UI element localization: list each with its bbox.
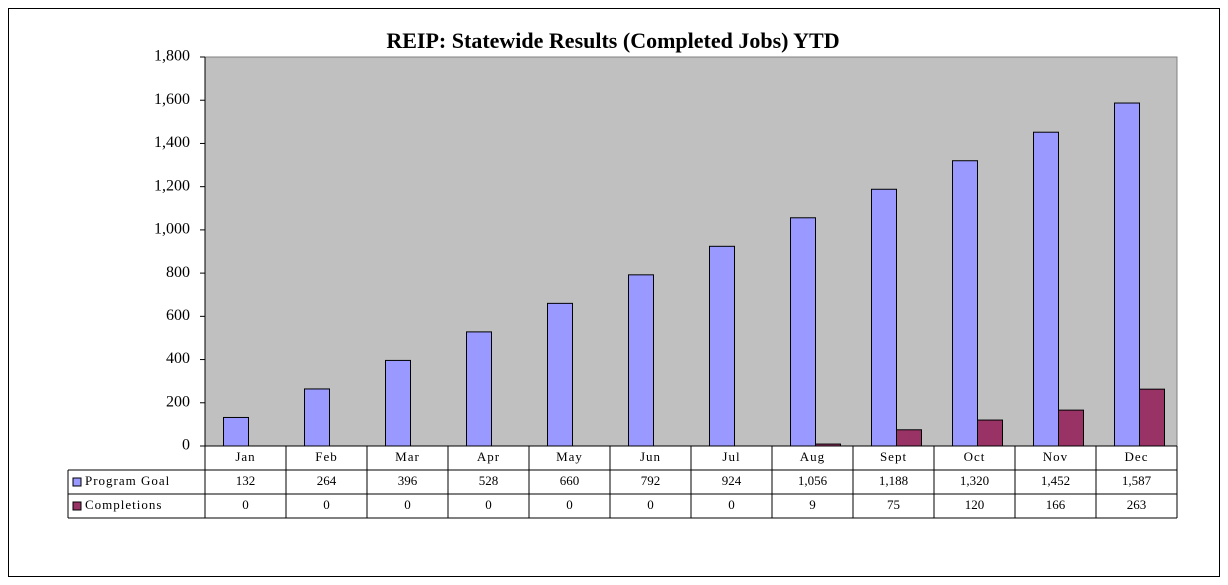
y-tick-label: 400 — [166, 350, 190, 367]
x-tick-label: Apr — [477, 449, 500, 464]
table-cell: 1,056 — [798, 473, 828, 488]
table-cell: 0 — [566, 497, 573, 512]
table-cell: 132 — [236, 473, 256, 488]
x-tick-label: Mar — [395, 449, 420, 464]
table-cell: 0 — [728, 497, 735, 512]
table-cell: 120 — [965, 497, 985, 512]
table-cell: 0 — [404, 497, 411, 512]
chart-title: REIP: Statewide Results (Completed Jobs)… — [386, 28, 839, 53]
table-cell: 1,452 — [1041, 473, 1070, 488]
table-cell: 166 — [1046, 497, 1066, 512]
table-cell: 264 — [317, 473, 337, 488]
bar — [815, 443, 841, 447]
table-cell: 1,320 — [960, 473, 989, 488]
y-tick-label: 600 — [166, 307, 190, 324]
bar — [385, 359, 411, 447]
table-cell: 75 — [887, 497, 900, 512]
table-cell: 396 — [398, 473, 418, 488]
table-cell: 263 — [1127, 497, 1147, 512]
bar — [628, 274, 654, 447]
bar — [977, 419, 1003, 447]
table-cell: 528 — [479, 473, 499, 488]
bar — [1058, 409, 1084, 447]
bar — [1139, 388, 1165, 447]
x-tick-label: Dec — [1125, 449, 1149, 464]
x-tick-label: Feb — [315, 449, 338, 464]
legend-label: Completions — [85, 497, 162, 512]
x-tick-label: Jun — [640, 449, 661, 464]
bar — [1033, 131, 1059, 447]
x-tick-label: Oct — [964, 449, 986, 464]
table-cell: 924 — [722, 473, 742, 488]
table-cell: 1,188 — [879, 473, 908, 488]
x-tick-label: Jan — [235, 449, 255, 464]
y-tick-label: 800 — [166, 264, 190, 281]
y-tick-label: 1,200 — [154, 177, 190, 194]
y-tick-label: 0 — [182, 437, 190, 454]
y-tick-label: 1,000 — [154, 221, 190, 238]
bar — [871, 188, 897, 447]
bar — [790, 217, 816, 447]
y-tick-label: 1,400 — [154, 134, 190, 151]
x-tick-label: Nov — [1043, 449, 1068, 464]
bar — [709, 245, 735, 447]
table-cell: 9 — [809, 497, 816, 512]
bar — [1114, 102, 1140, 447]
x-tick-label: Sept — [880, 449, 907, 464]
plot-area — [204, 56, 1178, 447]
x-tick-label: May — [556, 449, 583, 464]
bar — [547, 302, 573, 447]
x-tick-label: Jul — [722, 449, 740, 464]
table-cell: 0 — [485, 497, 492, 512]
bar — [952, 160, 978, 447]
bar — [304, 388, 330, 447]
bar — [223, 416, 249, 447]
y-tick-label: 200 — [166, 393, 190, 410]
bar — [466, 331, 492, 447]
x-tick-label: Aug — [800, 449, 825, 464]
table-cell: 0 — [647, 497, 654, 512]
legend-label: Program Goal — [85, 473, 170, 488]
bar — [896, 429, 922, 447]
table-cell: 792 — [641, 473, 661, 488]
y-tick-label: 1,600 — [154, 91, 190, 108]
table-cell: 0 — [242, 497, 249, 512]
table-cell: 0 — [323, 497, 330, 512]
table-cell: 1,587 — [1122, 473, 1152, 488]
y-tick-label: 1,800 — [154, 48, 190, 65]
legend-swatch — [72, 477, 82, 487]
table-cell: 660 — [560, 473, 580, 488]
legend-swatch — [72, 501, 82, 511]
